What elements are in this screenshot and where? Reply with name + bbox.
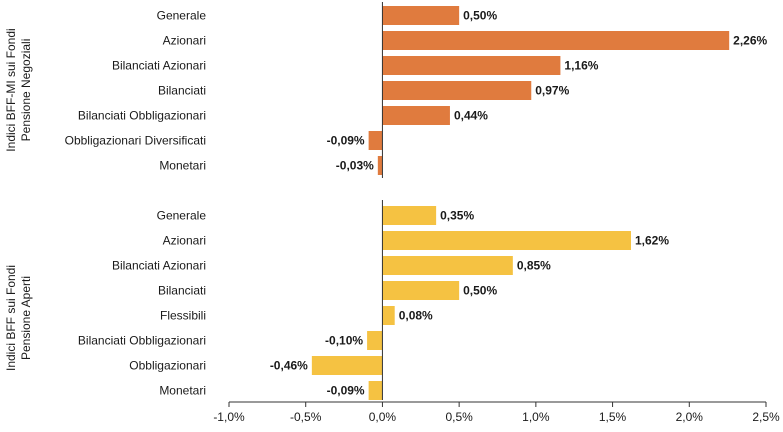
- x-tick-label: 0,5%: [445, 410, 473, 424]
- bar-1-5: [367, 331, 383, 350]
- category-label: Obbligazionari Diversificati: [65, 134, 206, 148]
- bar-1-4: [382, 306, 395, 325]
- group-label: Indici BFF-MI sui FondiPensione Negozial…: [4, 28, 33, 151]
- data-label: 0,85%: [517, 259, 551, 273]
- bar-0-3: [382, 81, 532, 100]
- data-label: 0,50%: [463, 9, 497, 23]
- x-tick-label: -0,5%: [290, 410, 322, 424]
- data-label: 0,50%: [463, 284, 497, 298]
- category-label: Generale: [157, 209, 207, 223]
- data-label: 0,44%: [454, 109, 488, 123]
- category-label: Bilanciati Obbligazionari: [78, 109, 206, 123]
- category-label: Bilanciati Obbligazionari: [78, 334, 206, 348]
- data-label: -0,10%: [325, 334, 363, 348]
- bar-0-2: [382, 56, 561, 75]
- category-label: Bilanciati Azionari: [112, 259, 206, 273]
- data-label: 0,35%: [440, 209, 474, 223]
- group-label-line1: Indici BFF sui Fondi: [4, 265, 18, 371]
- group-label: Indici BFF sui FondiPensione Aperti: [4, 265, 33, 371]
- group-label-line2: Pensione Negoziali: [19, 39, 33, 142]
- group-label-line2: Pensione Aperti: [19, 276, 33, 360]
- bar-1-1: [382, 231, 631, 250]
- category-label: Azionari: [163, 234, 206, 248]
- data-label: 1,16%: [564, 59, 598, 73]
- x-tick-label: 1,5%: [599, 410, 627, 424]
- labels-layer: Generale 0,50% Azionari 2,26% Bilanciati Azi…: [4, 9, 768, 398]
- bar-1-3: [382, 281, 460, 300]
- x-tick-label: 0,0%: [369, 410, 397, 424]
- data-label: -0,09%: [327, 384, 365, 398]
- bar-1-7: [368, 381, 383, 400]
- x-tick-label: 1,0%: [522, 410, 550, 424]
- bar-0-1: [382, 31, 730, 50]
- category-label: Monetari: [159, 384, 206, 398]
- x-axis: -1,0% -0,5% 0,0% 0,5% 1,0% 1,5% 2,0% 2,5%: [213, 2, 780, 424]
- category-label: Monetari: [159, 159, 206, 173]
- bar-0-6: [377, 156, 383, 175]
- data-label: 0,08%: [399, 309, 433, 323]
- data-label: 1,62%: [635, 234, 669, 248]
- category-label: Bilanciati: [158, 284, 206, 298]
- category-label: Obbligazionari: [129, 359, 206, 373]
- bar-0-5: [368, 131, 383, 150]
- bar-0-0: [382, 6, 460, 25]
- bar-1-2: [382, 256, 513, 275]
- data-label: 2,26%: [733, 34, 767, 48]
- bar-0-4: [382, 106, 450, 125]
- category-label: Flessibili: [160, 309, 206, 323]
- bar-1-6: [311, 356, 383, 375]
- data-label: -0,46%: [270, 359, 308, 373]
- data-label: 0,97%: [535, 84, 569, 98]
- x-tick-label: -1,0%: [213, 410, 245, 424]
- x-tick-label: 2,0%: [676, 410, 704, 424]
- category-label: Bilanciati Azionari: [112, 59, 206, 73]
- bars-layer: [311, 6, 730, 400]
- category-label: Bilanciati: [158, 84, 206, 98]
- data-label: -0,09%: [327, 134, 365, 148]
- x-tick-label: 2,5%: [752, 410, 780, 424]
- bar-1-0: [382, 206, 437, 225]
- category-label: Azionari: [163, 34, 206, 48]
- data-label: -0,03%: [336, 159, 374, 173]
- group-label-line1: Indici BFF-MI sui Fondi: [4, 28, 18, 151]
- category-label: Generale: [157, 9, 207, 23]
